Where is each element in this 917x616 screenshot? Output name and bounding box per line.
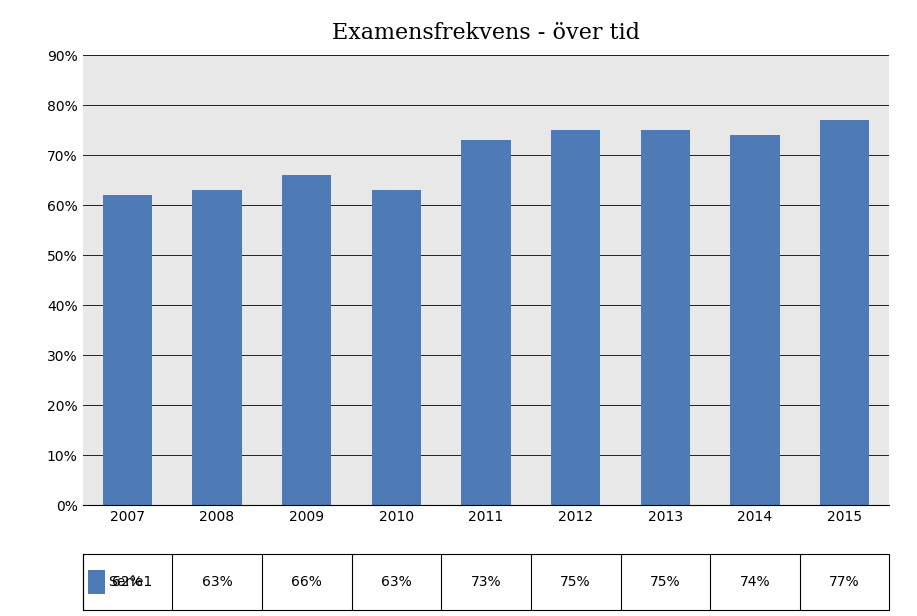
Text: 77%: 77% — [829, 575, 860, 589]
Text: Serie1: Serie1 — [108, 575, 152, 589]
Title: Examensfrekvens - över tid: Examensfrekvens - över tid — [332, 22, 640, 44]
Bar — [461, 140, 511, 505]
Text: 75%: 75% — [650, 575, 680, 589]
Bar — [641, 131, 690, 505]
Bar — [103, 195, 152, 505]
Text: 62%: 62% — [112, 575, 143, 589]
Text: 66%: 66% — [292, 575, 322, 589]
Text: 63%: 63% — [202, 575, 232, 589]
Bar — [820, 120, 869, 505]
Bar — [730, 136, 779, 505]
Bar — [193, 190, 242, 505]
Text: 74%: 74% — [740, 575, 770, 589]
Bar — [371, 190, 421, 505]
Text: 75%: 75% — [560, 575, 591, 589]
Bar — [551, 131, 601, 505]
Bar — [282, 176, 331, 505]
Text: 73%: 73% — [470, 575, 502, 589]
Text: 63%: 63% — [381, 575, 412, 589]
